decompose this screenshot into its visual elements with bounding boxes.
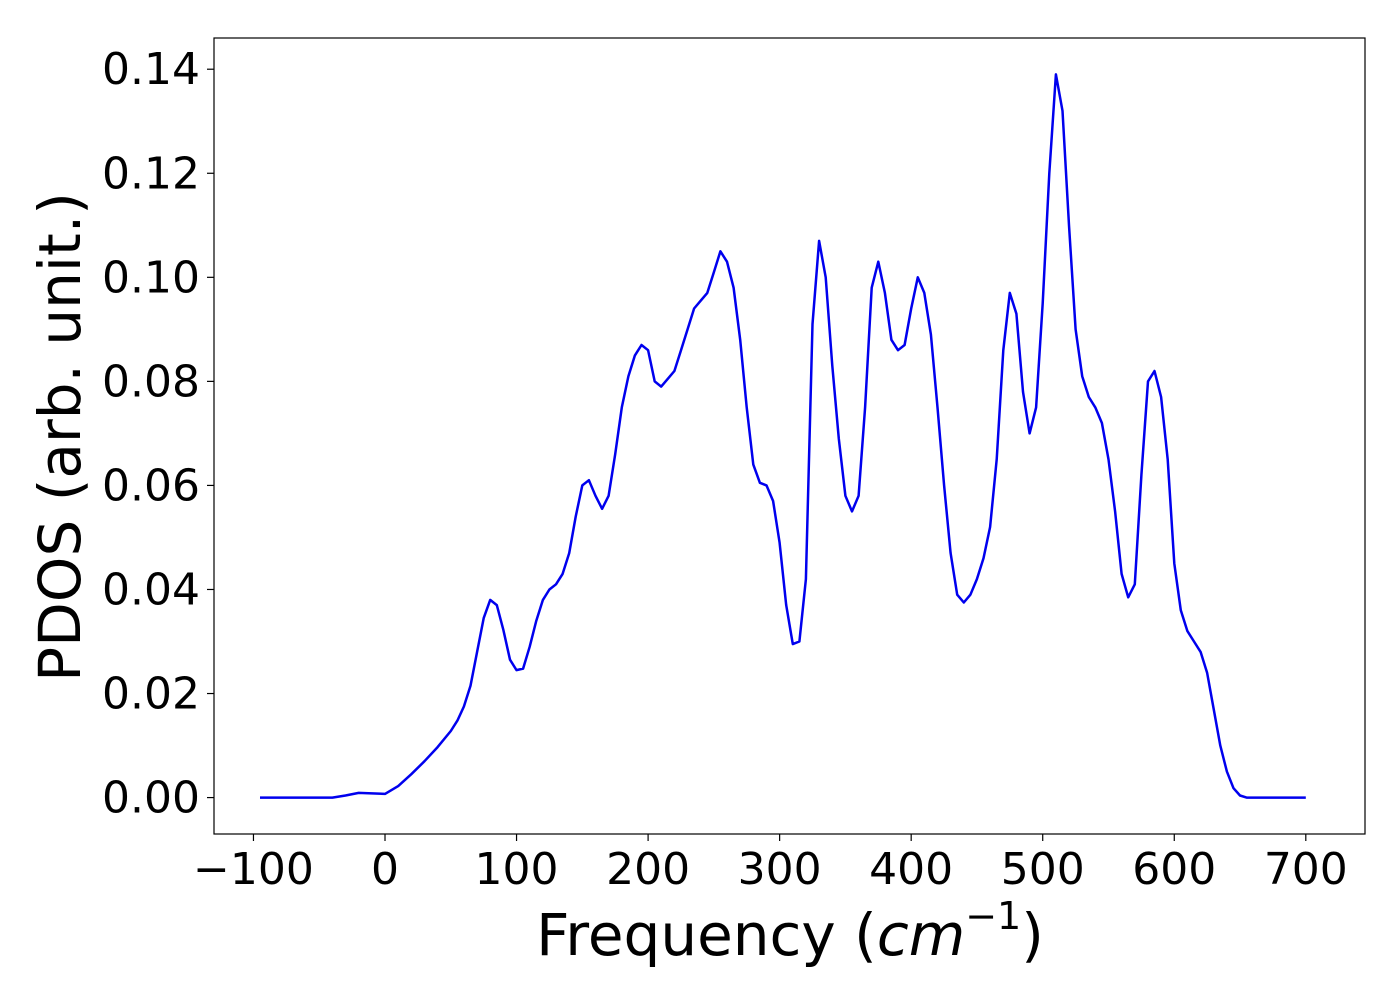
x-tick-label: 500	[1001, 844, 1085, 895]
y-axis-ticks: 0.00 0.02 0.04 0.06 0.08 0.10 0.12 0.14	[102, 44, 214, 824]
y-tick-label: 0.06	[102, 460, 200, 511]
x-axis-ticks: −100 0 100 200 300 400 500 600 700	[193, 834, 1348, 895]
series-layer	[260, 73, 1306, 799]
y-tick-label: 0.12	[102, 148, 200, 199]
y-tick-label: 0.02	[102, 669, 200, 720]
x-axis-label-unit: cm	[877, 901, 965, 969]
x-tick-label: 300	[738, 844, 822, 895]
x-tick-label: 200	[606, 844, 690, 895]
y-tick-label: 0.10	[102, 252, 200, 303]
x-axis-label-close: )	[1021, 901, 1044, 969]
x-axis-label: Frequency (cm−1)	[536, 894, 1044, 969]
x-tick-label: 0	[371, 844, 399, 895]
x-tick-label: 700	[1264, 844, 1348, 895]
y-tick-label: 0.04	[102, 564, 200, 615]
x-axis-label-text: Frequency (	[536, 901, 877, 969]
x-tick-label: 100	[475, 844, 559, 895]
x-tick-label: 600	[1132, 844, 1216, 895]
y-tick-label: 0.14	[102, 44, 200, 95]
x-tick-label: 400	[869, 844, 953, 895]
pdos-series-line	[260, 73, 1306, 799]
y-tick-label: 0.00	[102, 773, 200, 824]
x-tick-label: −100	[193, 844, 314, 895]
y-tick-label: 0.08	[102, 356, 200, 407]
y-axis-label: PDOS (arb. unit.)	[26, 192, 94, 682]
plot-area-frame	[213, 37, 1366, 835]
x-axis-label-exponent: −1	[965, 894, 1021, 938]
